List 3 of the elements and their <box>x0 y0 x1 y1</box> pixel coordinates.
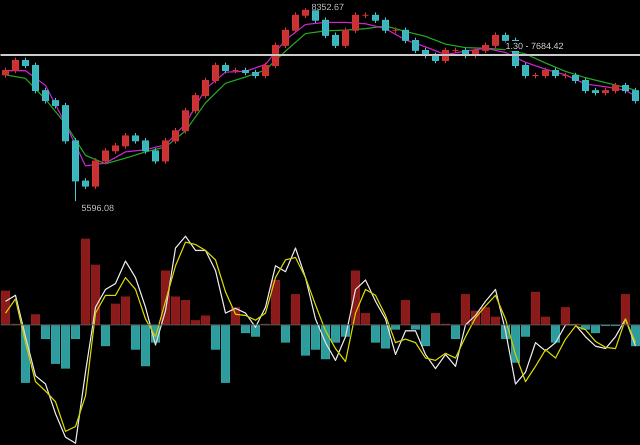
annotation: 1.30 - 7684.42 <box>506 40 564 51</box>
text: 5596.08 <box>82 203 114 214</box>
annotation: 8352.67 <box>312 2 344 12</box>
